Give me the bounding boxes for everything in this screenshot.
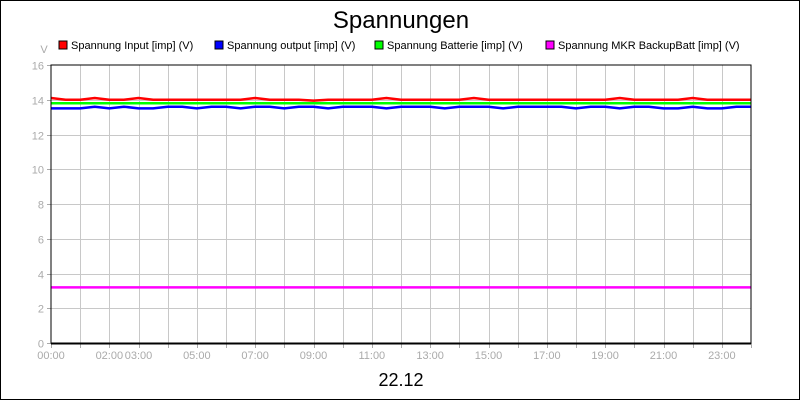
x-tick-label: 13:00 — [416, 350, 444, 362]
x-tick-label: 11:00 — [358, 350, 385, 362]
y-tick-label: 14 — [32, 96, 44, 108]
chart-title: Spannungen — [333, 7, 469, 34]
x-tick-label: 00:00 — [37, 350, 65, 362]
x-axis-label: 22.12 — [378, 370, 423, 390]
y-tick-label: 0 — [38, 339, 44, 351]
legend-swatch — [58, 40, 68, 50]
y-tick-label: 4 — [38, 270, 44, 282]
series-line — [51, 105, 751, 110]
x-tick-label: 07:00 — [241, 350, 269, 362]
x-tick-label: 21:00 — [650, 350, 678, 362]
legend-label: Spannung MKR BackupBatt [imp] (V) — [558, 40, 740, 52]
x-tick-label: 03:00 — [125, 350, 153, 362]
x-tick-label: 05:00 — [183, 350, 211, 362]
y-tick-label: 12 — [32, 131, 44, 143]
x-tick-label: 02:00 — [96, 350, 124, 362]
x-tick-label: 09:00 — [300, 350, 328, 362]
y-tick-label: 10 — [32, 165, 44, 177]
legend-label: Spannung output [imp] (V) — [227, 40, 355, 52]
y-axis-label: V — [40, 44, 48, 56]
y-tick-label: 8 — [38, 200, 44, 212]
x-tick-label: 17:00 — [533, 350, 561, 362]
legend-label: Spannung Input [imp] (V) — [71, 40, 193, 52]
legend-swatch — [214, 40, 224, 50]
legend-label: Spannung Batterie [imp] (V) — [387, 40, 523, 52]
legend-swatch — [374, 40, 384, 50]
x-tick-label: 15:00 — [475, 350, 503, 362]
y-tick-label: 6 — [38, 235, 44, 247]
x-tick-label: 19:00 — [591, 350, 619, 362]
legend-swatch — [545, 40, 555, 50]
y-tick-label: 2 — [38, 304, 44, 316]
x-tick-label: 23:00 — [708, 350, 736, 362]
y-tick-label: 16 — [32, 61, 44, 73]
series-line — [50, 96, 751, 102]
